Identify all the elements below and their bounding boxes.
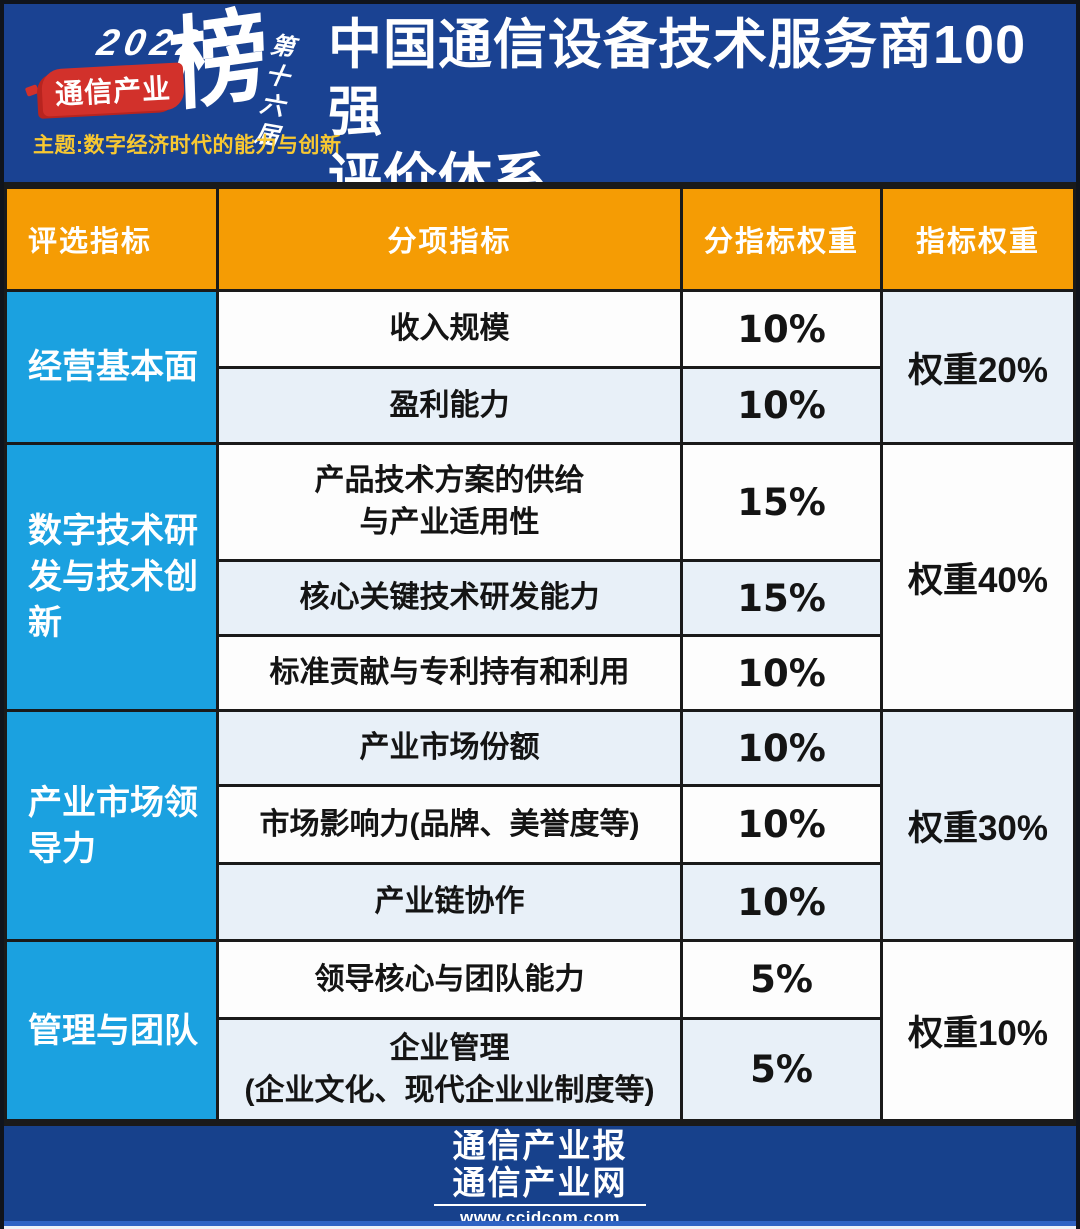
footer-brand-line2: 通信产业网 bbox=[452, 1164, 628, 1201]
theme-subtitle: 主题:数字经济时代的能力与创新 bbox=[33, 134, 342, 157]
footer-bar: 通信产业报 通信产业网 www.ccidcom.com bbox=[0, 1126, 1080, 1229]
footer-divider bbox=[434, 1204, 646, 1206]
sub-weight-cell: 10% bbox=[683, 369, 880, 442]
evaluation-table: 评选指标 分项指标 分指标权重 指标权重 经营基本面 收入规模 10% 盈利能力… bbox=[0, 182, 1080, 1126]
bottom-edge-strip bbox=[0, 1226, 1080, 1229]
col-header-sub-indicator: 分项指标 bbox=[219, 189, 680, 289]
sub-weight-cell: 5% bbox=[683, 1020, 880, 1119]
indicator-cell: 盈利能力 bbox=[219, 369, 680, 442]
col-header-criteria: 评选指标 bbox=[7, 189, 216, 289]
indicator-cell: 市场影响力(品牌、美誉度等) bbox=[219, 787, 680, 862]
category-cell-group2: 数字技术研发与技术创新 bbox=[7, 445, 216, 709]
category-cell-group1: 经营基本面 bbox=[7, 292, 216, 442]
footer-brand-line1: 通信产业报 bbox=[452, 1127, 628, 1164]
sub-weight-cell: 15% bbox=[683, 562, 880, 634]
page-title-line1: 中国通信设备技术服务商100强 bbox=[328, 15, 1027, 142]
weight-cell-group3: 权重30% bbox=[883, 712, 1073, 939]
indicator-cell: 企业管理 (企业文化、现代企业业制度等) bbox=[219, 1020, 680, 1119]
indicator-cell: 收入规模 bbox=[219, 292, 680, 366]
brand-ribbon: 通信产业 bbox=[40, 62, 186, 117]
category-cell-group4: 管理与团队 bbox=[7, 942, 216, 1119]
category-cell-group3: 产业市场领导力 bbox=[7, 712, 216, 939]
indicator-cell: 产业链协作 bbox=[219, 865, 680, 939]
indicator-cell: 核心关键技术研发能力 bbox=[219, 562, 680, 634]
sub-weight-cell: 10% bbox=[683, 712, 880, 784]
indicator-cell: 产业市场份额 bbox=[219, 712, 680, 784]
weight-cell-group1: 权重20% bbox=[883, 292, 1073, 442]
bottom-accent-strip bbox=[0, 1221, 1080, 1226]
sub-weight-cell: 10% bbox=[683, 637, 880, 709]
col-header-weight: 指标权重 bbox=[883, 189, 1073, 289]
indicator-cell: 产品技术方案的供给 与产业适用性 bbox=[219, 445, 680, 559]
ribbon-brush-dash bbox=[24, 84, 40, 97]
sub-weight-cell: 10% bbox=[683, 292, 880, 366]
weight-cell-group2: 权重40% bbox=[883, 445, 1073, 709]
brand-ribbon-label: 通信产业 bbox=[54, 72, 172, 110]
col-header-sub-weight: 分指标权重 bbox=[683, 189, 880, 289]
indicator-cell: 领导核心与团队能力 bbox=[219, 942, 680, 1017]
indicator-cell: 标准贡献与专利持有和利用 bbox=[219, 637, 680, 709]
weight-cell-group4: 权重10% bbox=[883, 942, 1073, 1119]
sub-weight-cell: 10% bbox=[683, 787, 880, 862]
header-banner: 2022 榜 第十六届 通信产业 主题:数字经济时代的能力与创新 中国通信设备技… bbox=[0, 0, 1080, 209]
sub-weight-cell: 15% bbox=[683, 445, 880, 559]
sub-weight-cell: 5% bbox=[683, 942, 880, 1017]
sub-weight-cell: 10% bbox=[683, 865, 880, 939]
